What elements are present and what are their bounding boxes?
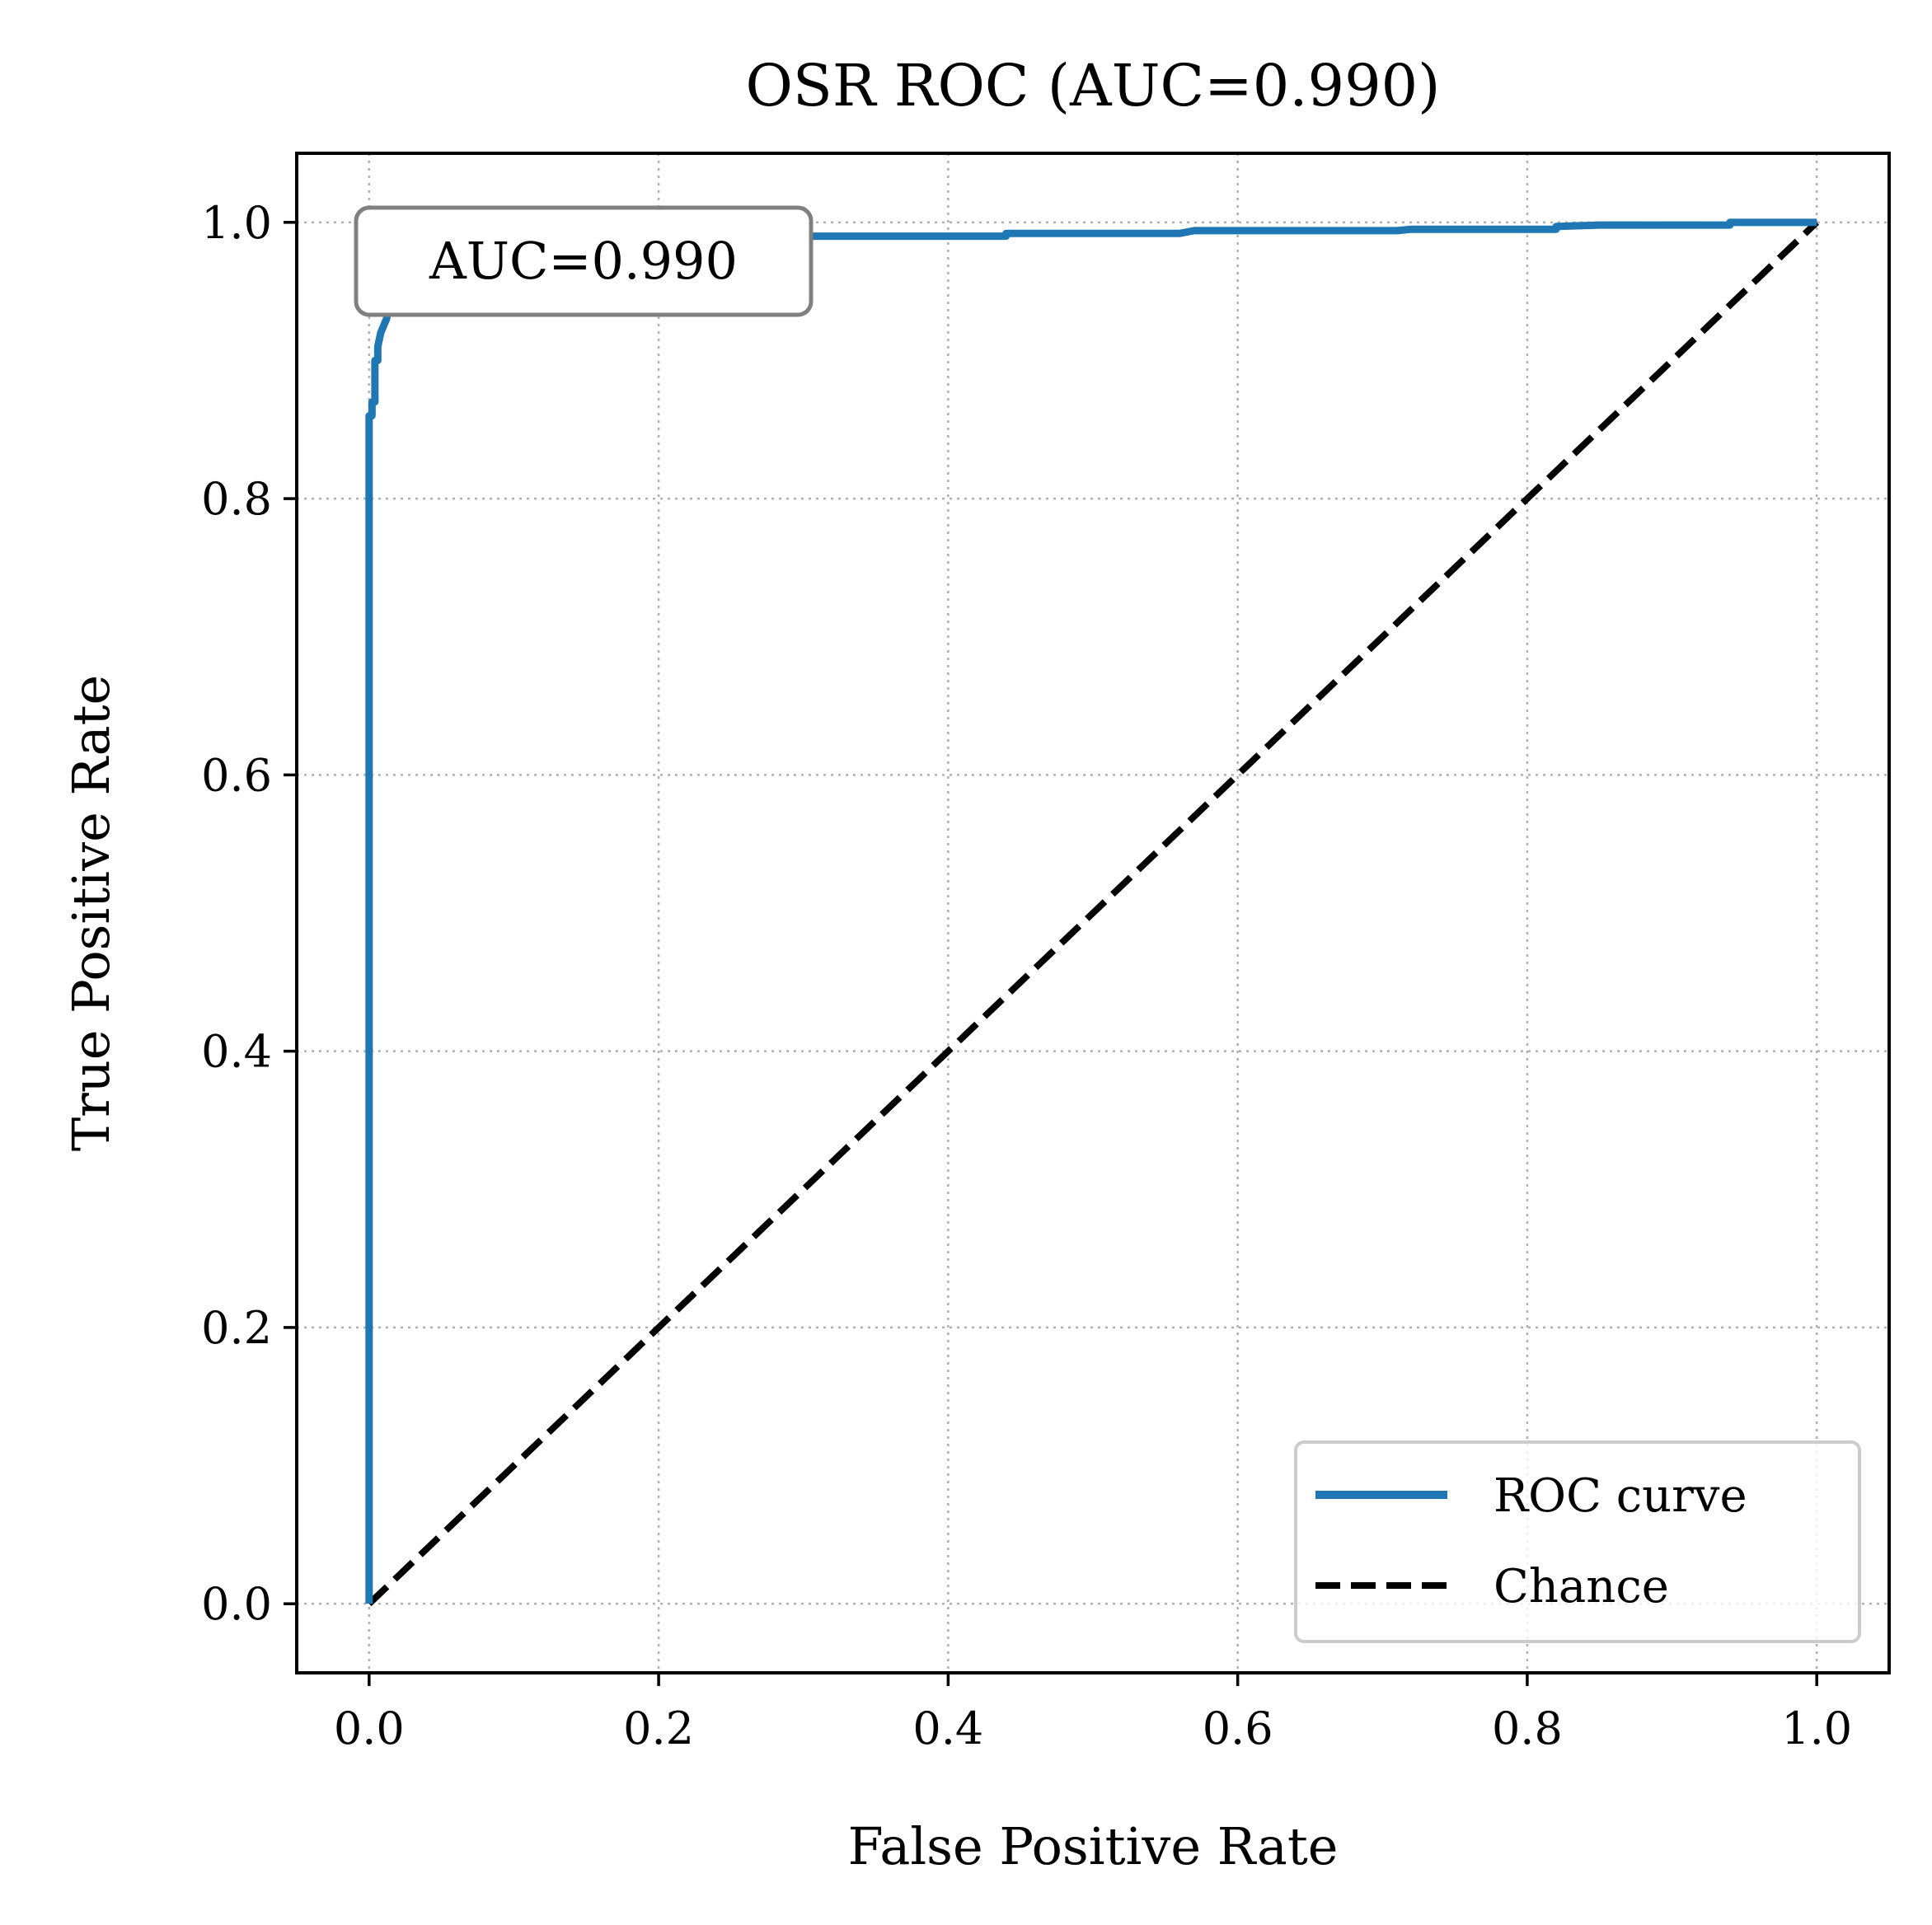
- legend-label-roc: ROC curve: [1494, 1469, 1747, 1523]
- x-tick-label: 0.0: [334, 1703, 405, 1754]
- x-tick-label: 0.4: [912, 1703, 983, 1754]
- y-tick-label: 0.2: [201, 1302, 272, 1354]
- plot-frame: [295, 152, 1891, 1674]
- x-axis-label: False Positive Rate: [848, 1816, 1339, 1876]
- y-tick-label: 1.0: [201, 197, 272, 249]
- chance-line: [367, 219, 1819, 1607]
- x-tick-label: 1.0: [1781, 1703, 1852, 1754]
- auc-annotation: AUC=0.990: [354, 205, 814, 317]
- axis-ticks: 0.0 0.2 0.4 0.6 0.8 1.0 0.0 0.2 0.4 0.6 0.8 1.0: [201, 197, 1852, 1754]
- y-tick-label: 0.0: [201, 1578, 272, 1630]
- x-tick-label: 0.6: [1203, 1703, 1273, 1754]
- y-tick-label: 0.6: [201, 749, 272, 801]
- legend: ROC curve Chance: [1294, 1440, 1861, 1643]
- x-tick-label: 0.8: [1492, 1703, 1563, 1754]
- chart-title: OSR ROC (AUC=0.990): [746, 52, 1441, 119]
- x-tick-label: 0.2: [623, 1703, 694, 1754]
- y-tick-label: 0.4: [201, 1026, 272, 1078]
- y-tick-label: 0.8: [201, 473, 272, 525]
- auc-annotation-box: [354, 205, 814, 317]
- auc-annotation-text: AUC=0.990: [429, 231, 738, 291]
- y-axis-label: True Positive Rate: [61, 675, 121, 1151]
- legend-label-chance: Chance: [1494, 1560, 1669, 1614]
